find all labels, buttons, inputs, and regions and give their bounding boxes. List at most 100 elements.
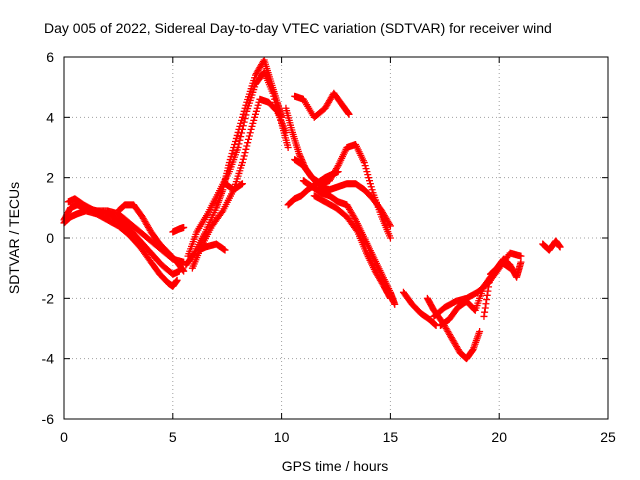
x-axis-label: GPS time / hours xyxy=(282,458,389,474)
data-point xyxy=(245,135,253,143)
data-point xyxy=(251,110,259,118)
data-point xyxy=(234,144,242,151)
series-track-16 xyxy=(310,192,394,302)
data-point xyxy=(180,223,188,231)
axis-ticks: 0 5 10 15 20 25 -6 -4 -2 0 2 4 6 xyxy=(42,49,616,445)
data-point xyxy=(345,110,353,118)
data-point xyxy=(486,274,494,282)
x-tick-label: 20 xyxy=(491,429,507,445)
data-point xyxy=(251,113,259,121)
data-point xyxy=(517,258,525,266)
data-point xyxy=(242,111,250,119)
data-point xyxy=(386,294,394,302)
data-point xyxy=(476,328,484,336)
y-tick-label: 4 xyxy=(46,109,54,125)
x-tick-label: 15 xyxy=(383,429,399,445)
data-point xyxy=(271,95,279,103)
y-tick-label: -2 xyxy=(42,290,55,306)
data-point xyxy=(238,125,246,133)
data-point xyxy=(240,152,248,160)
data-point xyxy=(517,252,525,260)
data-point xyxy=(239,155,247,163)
data-point xyxy=(237,133,245,141)
data-point xyxy=(248,122,256,130)
data-point xyxy=(180,267,188,275)
chart-title: Day 005 of 2022, Sidereal Day-to-day VTE… xyxy=(44,20,552,36)
series-track-14 xyxy=(291,156,394,230)
data-point xyxy=(282,128,290,136)
data-point xyxy=(244,139,252,147)
series-track-17 xyxy=(399,288,440,329)
data-point xyxy=(250,116,258,124)
data-point xyxy=(238,159,246,167)
data-point xyxy=(386,222,394,230)
data-point xyxy=(284,144,292,151)
data-point xyxy=(366,177,374,185)
data-point xyxy=(272,98,280,106)
data-point xyxy=(484,287,492,295)
data-point xyxy=(228,150,236,158)
data-point xyxy=(482,300,490,308)
x-tick-label: 0 xyxy=(60,429,68,445)
data-point xyxy=(242,145,250,153)
data-point xyxy=(239,122,247,130)
x-tick-label: 10 xyxy=(274,429,290,445)
series-track-4 xyxy=(114,201,188,275)
data-point xyxy=(556,243,564,251)
series-track-12 xyxy=(291,89,353,121)
data-point xyxy=(363,168,371,176)
data-point xyxy=(360,159,368,167)
data-point xyxy=(253,104,261,112)
data-point xyxy=(367,183,375,191)
data-point xyxy=(481,304,489,312)
data-point xyxy=(245,132,253,140)
data-point xyxy=(362,165,370,173)
data-point xyxy=(240,118,248,126)
data-point xyxy=(249,119,257,127)
data-point xyxy=(270,92,278,100)
data-point xyxy=(391,300,399,308)
data-point xyxy=(221,246,229,254)
data-point xyxy=(252,107,260,115)
data-point xyxy=(236,136,244,144)
y-tick-label: -6 xyxy=(42,411,55,427)
data-point xyxy=(296,153,304,161)
data-point xyxy=(173,276,181,284)
series-track-22 xyxy=(539,237,564,254)
data-point xyxy=(246,129,254,137)
data-point xyxy=(485,279,493,287)
data-point xyxy=(247,125,255,133)
data-point xyxy=(361,162,369,170)
data-point xyxy=(483,296,491,304)
data-point xyxy=(218,208,226,216)
y-tick-label: -4 xyxy=(42,351,55,367)
data-point xyxy=(353,226,361,234)
data-point xyxy=(386,234,394,242)
data-point xyxy=(238,129,246,137)
data-point xyxy=(386,220,394,228)
x-tick-label: 25 xyxy=(600,429,616,445)
data-point xyxy=(179,266,187,274)
x-tick-label: 5 xyxy=(169,429,177,445)
y-axis-label: SDTVAR / TECUs xyxy=(6,182,22,294)
data-point xyxy=(241,115,249,123)
data-point xyxy=(296,151,304,159)
data-point xyxy=(241,149,249,157)
data-point xyxy=(233,131,241,139)
data-point xyxy=(243,142,251,150)
series-track-7 xyxy=(184,68,292,260)
series-track-8 xyxy=(188,95,290,272)
series-track-9 xyxy=(195,240,229,254)
series-track-21 xyxy=(480,255,525,320)
data-point xyxy=(344,109,352,117)
series-track-5 xyxy=(169,223,188,236)
data-point xyxy=(366,180,374,188)
data-point xyxy=(295,150,303,158)
y-tick-label: 2 xyxy=(46,170,54,186)
data-point xyxy=(386,293,394,301)
data-point xyxy=(254,101,262,109)
data-point xyxy=(235,140,243,148)
series-track-10 xyxy=(221,180,246,194)
data-point xyxy=(368,186,376,194)
